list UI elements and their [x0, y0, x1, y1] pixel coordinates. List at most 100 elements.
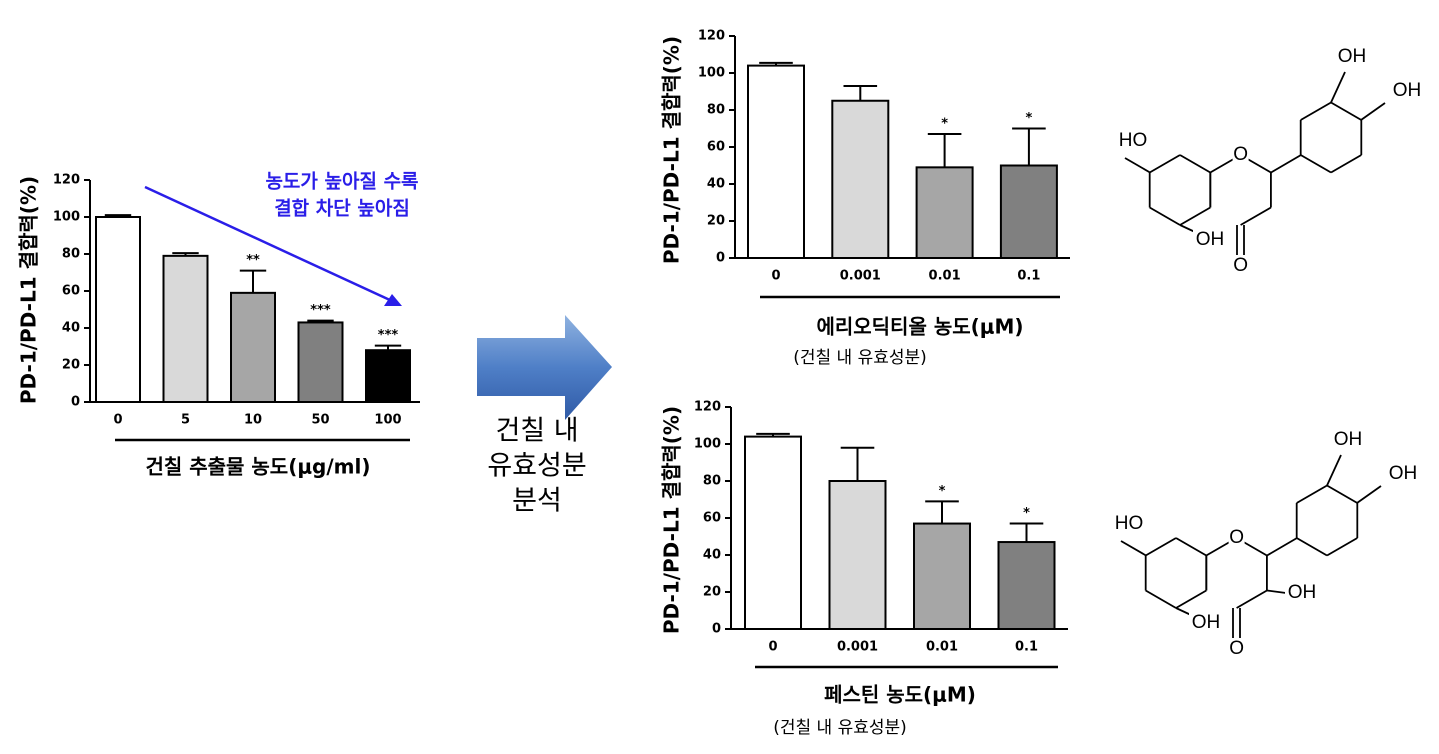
bond	[1240, 206, 1272, 226]
bond	[1330, 154, 1362, 174]
bond	[1300, 101, 1332, 121]
bond	[1266, 537, 1298, 557]
bar	[831, 99, 890, 259]
significance-label: *	[1023, 506, 1030, 521]
y-tick-label: 40	[703, 548, 721, 563]
arrow-label: 건칠 내	[495, 416, 578, 447]
atom-bg	[1189, 612, 1223, 634]
y-tick-label: 120	[53, 173, 80, 188]
x-tick-label: 0.1	[1017, 269, 1040, 284]
x-tick-label: 10	[244, 413, 262, 428]
atom-bg	[1193, 229, 1227, 251]
atom-bg	[1228, 527, 1245, 549]
atom-label: HO	[1115, 513, 1144, 534]
atom-bg	[1232, 144, 1249, 166]
y-tick-label: 40	[62, 321, 80, 336]
y-tick-label: 0	[71, 395, 80, 410]
atom-label: O	[1233, 144, 1248, 165]
atom-label: O	[1233, 255, 1248, 276]
significance-label: **	[246, 253, 260, 268]
bar	[162, 254, 209, 403]
bond	[1179, 206, 1211, 226]
y-axis-label: PD-1/PD-L1 결합력(%)	[660, 406, 684, 634]
bond	[1149, 154, 1181, 174]
y-tick-label: 100	[53, 210, 80, 225]
atom-bg	[1390, 80, 1424, 102]
atom-bg	[1112, 513, 1146, 535]
x-axis-label: 건칠 추출물 농도(μg/ml)	[145, 455, 370, 479]
y-tick-label: 60	[703, 511, 721, 526]
atom-bg	[1116, 130, 1150, 152]
x-axis-label: 페스틴 농도(μM)	[824, 683, 976, 707]
atom-label: OH	[1288, 582, 1317, 603]
significance-label: ***	[310, 303, 331, 318]
bond	[1330, 71, 1346, 103]
significance-label: *	[1025, 111, 1032, 126]
atom-label: OH	[1196, 229, 1225, 250]
x-tick-label: 50	[311, 413, 329, 428]
bond	[1145, 589, 1177, 609]
bar	[297, 321, 344, 404]
y-tick-label: 120	[694, 400, 721, 415]
y-tick-label: 120	[698, 29, 725, 44]
x-tick-label: 0.001	[837, 640, 878, 655]
y-tick-label: 40	[707, 177, 725, 192]
y-tick-label: 0	[712, 622, 721, 637]
bond	[1236, 589, 1268, 609]
bond	[1120, 540, 1147, 557]
bar	[999, 164, 1058, 259]
annotation: 농도가 높아질 수록	[265, 171, 418, 193]
bar	[828, 480, 887, 630]
bond	[1145, 537, 1177, 557]
y-tick-label: 0	[716, 251, 725, 266]
atom-label: HO	[1119, 130, 1148, 151]
subtitle: (건칠 내 유효성분)	[773, 718, 907, 738]
bond	[1266, 589, 1287, 594]
bond	[1326, 454, 1342, 486]
atom-bg	[1335, 46, 1369, 68]
bond	[1179, 224, 1196, 233]
bond	[1270, 154, 1302, 174]
x-tick-label: 0	[113, 413, 122, 428]
bond	[1175, 607, 1192, 616]
bond	[1149, 206, 1181, 226]
atom-label: OH	[1192, 612, 1221, 633]
bar	[997, 541, 1056, 630]
y-axis-label: PD-1/PD-L1 결합력(%)	[660, 36, 684, 264]
bar	[230, 291, 276, 404]
arrow-label: 분석	[512, 486, 562, 517]
atom-bg	[1228, 638, 1245, 660]
x-tick-label: 0.01	[926, 640, 958, 655]
y-tick-label: 100	[694, 437, 721, 452]
bond	[1296, 484, 1328, 504]
x-tick-label: 0.001	[840, 269, 881, 284]
y-tick-label: 20	[703, 585, 721, 600]
significance-label: *	[941, 117, 948, 132]
bond	[1326, 537, 1358, 557]
bar	[747, 64, 805, 259]
significance-label: *	[939, 484, 946, 499]
atom-label: OH	[1393, 80, 1422, 101]
x-axis-label: 에리오딕티올 농도(μM)	[816, 315, 1023, 339]
bond	[1175, 537, 1207, 557]
atom-label: OH	[1338, 46, 1367, 67]
atom-label: OH	[1389, 463, 1418, 484]
y-tick-label: 100	[698, 66, 725, 81]
y-tick-label: 80	[703, 474, 721, 489]
trend-arrow	[144, 185, 393, 303]
atom-bg	[1386, 463, 1420, 485]
process-arrow	[477, 315, 612, 420]
bar	[915, 166, 974, 260]
y-axis-label: PD-1/PD-L1 결합력(%)	[17, 176, 41, 404]
bar	[744, 435, 802, 630]
bond	[1300, 154, 1332, 174]
significance-label: ***	[378, 328, 399, 343]
bond	[1175, 589, 1207, 609]
bar	[95, 216, 141, 403]
bond	[1179, 154, 1211, 174]
y-tick-label: 80	[62, 247, 80, 262]
x-tick-label: 0.1	[1015, 640, 1038, 655]
bond	[1326, 484, 1358, 504]
